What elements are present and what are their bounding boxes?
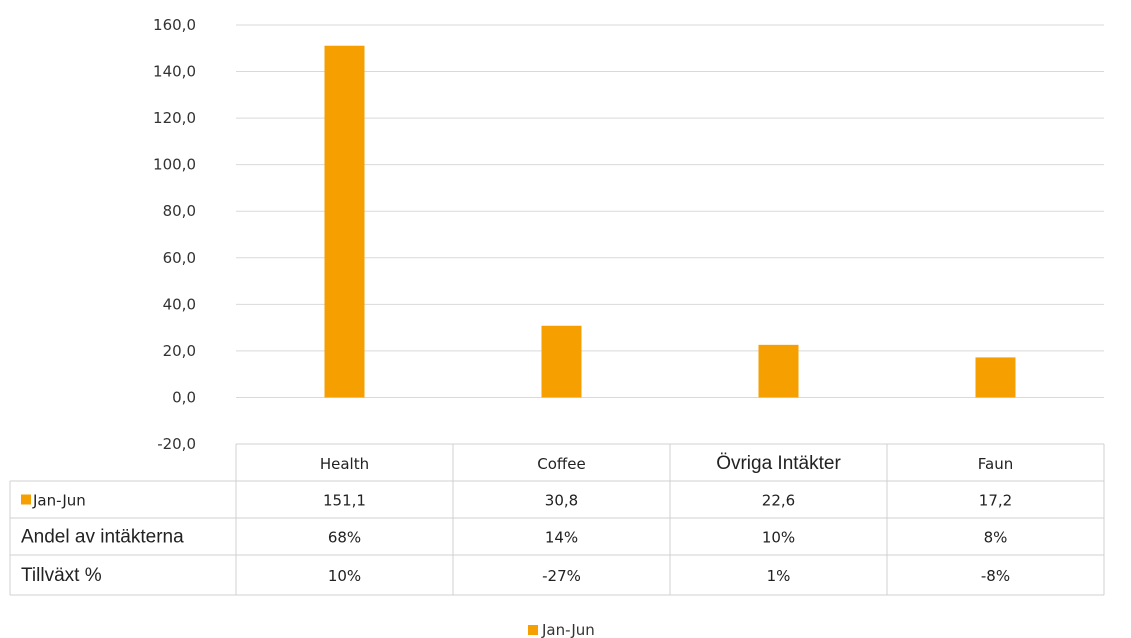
- x-tick-label: Övriga Intäkter: [716, 453, 841, 474]
- table-cell: 151,1: [323, 492, 366, 510]
- table-cell: 17,2: [979, 492, 1012, 510]
- table-cell: 8%: [984, 529, 1008, 547]
- gridlines: [236, 24, 1104, 398]
- y-axis-tick-labels: -20,0 0,0 20,0 40,0 60,0 80,0 100,0 120,0 140,0 1…: [153, 16, 196, 453]
- table-cell: 10%: [762, 529, 795, 547]
- table-row-label: Jan-Jun: [32, 492, 86, 510]
- x-tick-label: Coffee: [537, 455, 585, 473]
- table-cell: 30,8: [545, 492, 578, 510]
- table-cell: 10%: [328, 567, 361, 585]
- y-tick-label: 80,0: [163, 202, 196, 220]
- legend: Jan-Jun: [528, 621, 595, 638]
- table-cell: -8%: [981, 567, 1010, 585]
- legend-label: Jan-Jun: [541, 621, 595, 638]
- bars: [324, 45, 1016, 398]
- y-tick-label: 100,0: [153, 156, 196, 174]
- bar--vriga-int-kter: [758, 344, 799, 398]
- bar-faun: [975, 357, 1016, 398]
- data-table: Health Coffee Övriga Intäkter Faun Jan-Jun 15…: [9, 443, 1105, 596]
- table-cell: 1%: [767, 567, 791, 585]
- y-tick-label: 40,0: [163, 295, 196, 313]
- table-cell: -27%: [542, 567, 581, 585]
- bar-coffee: [541, 325, 582, 398]
- y-tick-label: 60,0: [163, 249, 196, 267]
- table-row-label: Tillväxt %: [21, 565, 102, 586]
- x-tick-label: Faun: [978, 455, 1013, 473]
- y-tick-label: 140,0: [153, 63, 196, 81]
- y-tick-label: -20,0: [157, 435, 196, 453]
- table-row-label: Andel av intäkterna: [21, 527, 184, 548]
- table-legend-key: [21, 494, 31, 505]
- legend-swatch: [528, 625, 538, 635]
- y-tick-label: 120,0: [153, 109, 196, 127]
- y-tick-label: 0,0: [172, 388, 196, 406]
- bar-health: [324, 45, 365, 398]
- table-cell: 68%: [328, 529, 361, 547]
- x-tick-label: Health: [320, 455, 369, 473]
- table-cell: 14%: [545, 529, 578, 547]
- table-cell: 22,6: [762, 492, 795, 510]
- y-tick-label: 160,0: [153, 16, 196, 34]
- y-tick-label: 20,0: [163, 342, 196, 360]
